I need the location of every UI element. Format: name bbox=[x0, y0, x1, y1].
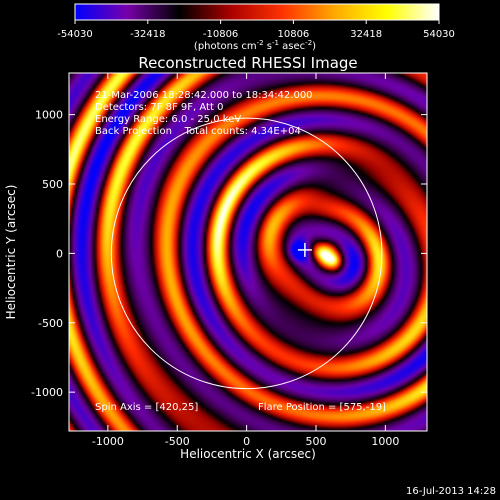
flare-position-label: Flare Position = [575,-19] bbox=[258, 402, 386, 413]
spin-axis-label: Spin Axis = [420,25] bbox=[95, 402, 198, 413]
colorbar-tick-label: -32418 bbox=[130, 29, 165, 40]
colorbar-tick-label: -54030 bbox=[57, 29, 92, 40]
spin-axis-cross bbox=[297, 242, 312, 257]
colorbar-unit-label: (photons cm-2 s-1 asec-2) bbox=[194, 39, 316, 52]
x-tick-label: 0 bbox=[243, 435, 250, 448]
x-tick-label: 1000 bbox=[371, 435, 399, 448]
colorbar bbox=[74, 3, 440, 21]
colorbar-tick-label: -10806 bbox=[203, 29, 238, 40]
x-tick-label: -1000 bbox=[92, 435, 124, 448]
info-line-time: 21-Mar-2006 18:28:42.000 to 18:34:42.000 bbox=[95, 90, 313, 101]
colorbar-tick-label: 32418 bbox=[350, 29, 382, 40]
axis-ticks: -1000 -500 0 500 1000 1000 500 0 -500 -1000 bbox=[31, 73, 427, 448]
x-tick-label: 500 bbox=[305, 435, 326, 448]
solar-limb-circle bbox=[110, 117, 383, 390]
colorbar-ticks: -54030 -32418 -10806 10806 32418 54030 bbox=[57, 20, 455, 40]
y-tick-label: -1000 bbox=[31, 386, 63, 399]
info-line-method: Back Projection Total counts: 4.34E+04 bbox=[95, 126, 301, 137]
y-tick-label: 500 bbox=[42, 178, 63, 191]
y-tick-label: -500 bbox=[38, 317, 63, 330]
info-line-detectors: Detectors: 7F 8F 9F, Att 0 bbox=[95, 102, 223, 113]
y-axis-label: Heliocentric Y (arcsec) bbox=[4, 185, 18, 320]
info-line-energy: Energy Range: 6.0 - 25.0 keV bbox=[95, 114, 241, 125]
back-projection-image bbox=[69, 73, 427, 431]
colorbar-tick-label: 10806 bbox=[277, 29, 309, 40]
y-tick-label: 0 bbox=[56, 247, 63, 260]
x-axis-label: Heliocentric X (arcsec) bbox=[180, 447, 316, 461]
plot-frame bbox=[68, 72, 428, 432]
image-layer bbox=[69, 73, 427, 431]
colorbar-tick-label: 54030 bbox=[423, 29, 455, 40]
info-block: 21-Mar-2006 18:28:42.000 to 18:34:42.000… bbox=[95, 90, 313, 137]
x-tick-label: -500 bbox=[165, 435, 190, 448]
plot-title: Reconstructed RHESSI Image bbox=[138, 54, 357, 72]
y-tick-label: 1000 bbox=[35, 109, 63, 122]
footer-timestamp: 16-Jul-2013 14:28 bbox=[406, 486, 496, 497]
